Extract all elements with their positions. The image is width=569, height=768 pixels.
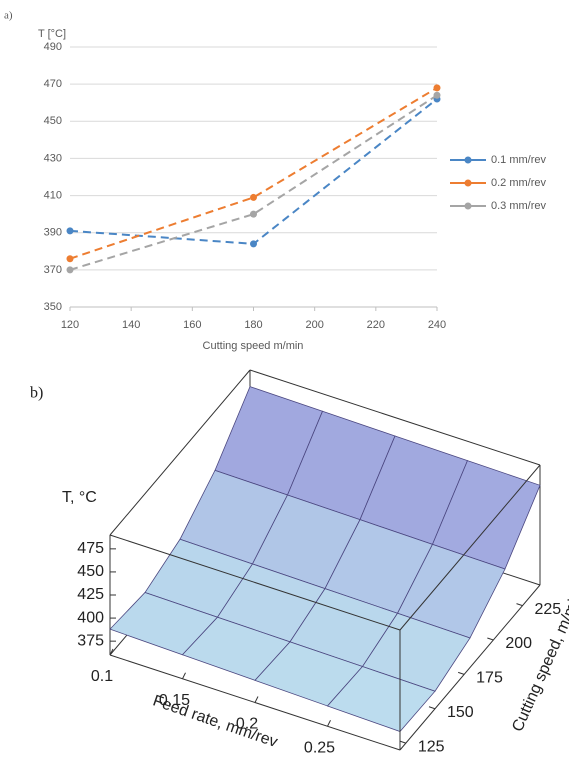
- x-tick: [327, 720, 331, 727]
- marker: [250, 210, 257, 218]
- box-edge: [109, 534, 401, 631]
- y-tick-label: 470: [44, 78, 62, 90]
- x-axis-label: Cutting speed m/min: [203, 340, 304, 352]
- legend-label: 0.2 mm/rev: [491, 177, 547, 189]
- y-tick: [487, 637, 494, 641]
- y-tick-label: 370: [44, 264, 62, 276]
- x-tick-label: 0.2: [236, 716, 258, 733]
- marker: [433, 91, 441, 99]
- z-tick-label: 400: [77, 609, 104, 626]
- y-tick-label: 225: [535, 601, 562, 618]
- y-tick-label: 200: [505, 635, 532, 652]
- x-tick-label: 200: [305, 319, 323, 331]
- marker: [66, 266, 74, 274]
- legend-marker: [464, 156, 472, 164]
- y-tick-label: 490: [44, 41, 62, 53]
- x-tick: [109, 648, 114, 656]
- y-tick-label: 430: [44, 152, 62, 164]
- legend-label: 0.1 mm/rev: [491, 154, 547, 166]
- box-edge: [399, 584, 541, 751]
- chart-b: b) T, °C Feed rate, mm/rev Cutting speed…: [30, 369, 569, 756]
- y-tick-label: 350: [44, 301, 62, 313]
- x-tick-label: 120: [61, 319, 79, 331]
- y-tick-label: 450: [44, 115, 62, 127]
- y-tick-label: 175: [476, 670, 503, 687]
- x-tick-label: 0.25: [304, 739, 335, 756]
- z-tick-label: 425: [77, 586, 104, 603]
- y-axis-label: T [°C]: [38, 28, 66, 40]
- panel-label: b): [30, 385, 43, 402]
- y-tick: [516, 603, 523, 607]
- x-tick-label: 160: [183, 319, 201, 331]
- box-edge: [249, 369, 541, 466]
- marker: [66, 227, 74, 235]
- y-tick-label: 150: [447, 704, 474, 721]
- x-tick: [254, 696, 259, 703]
- x-tick-label: 180: [244, 319, 262, 331]
- x-tick-label: 220: [367, 319, 385, 331]
- y-tick: [399, 740, 406, 744]
- y-tick: [428, 706, 436, 710]
- z-axis-label: T, °C: [62, 489, 97, 506]
- legend-label: 0.3 mm/rev: [491, 200, 547, 212]
- legend-marker: [464, 179, 472, 187]
- marker: [433, 84, 441, 92]
- z-tick-label: 450: [77, 563, 104, 580]
- box-edge: [399, 464, 541, 631]
- legend-marker: [464, 202, 472, 210]
- y-tick-label: 410: [44, 189, 62, 201]
- marker: [66, 255, 74, 263]
- y-tick: [458, 671, 465, 675]
- z-tick-label: 475: [77, 540, 104, 557]
- x-tick-label: 0.1: [91, 668, 113, 685]
- x-tick-label: 0.15: [159, 692, 190, 709]
- y-tick-label: 125: [418, 738, 445, 755]
- marker: [250, 240, 257, 248]
- chart-a: a) T [°C] Cutting speed m/min 350 370 390 4…: [4, 10, 547, 352]
- panel-label: a): [4, 10, 13, 22]
- surface-patch: [326, 666, 436, 733]
- z-tick-label: 375: [77, 632, 104, 649]
- box-edge: [109, 369, 251, 536]
- x-tick: [182, 672, 186, 679]
- y-tick-label: 390: [44, 227, 62, 239]
- marker: [250, 193, 257, 201]
- x-tick-label: 140: [122, 319, 140, 331]
- x-tick-label: 240: [428, 319, 446, 331]
